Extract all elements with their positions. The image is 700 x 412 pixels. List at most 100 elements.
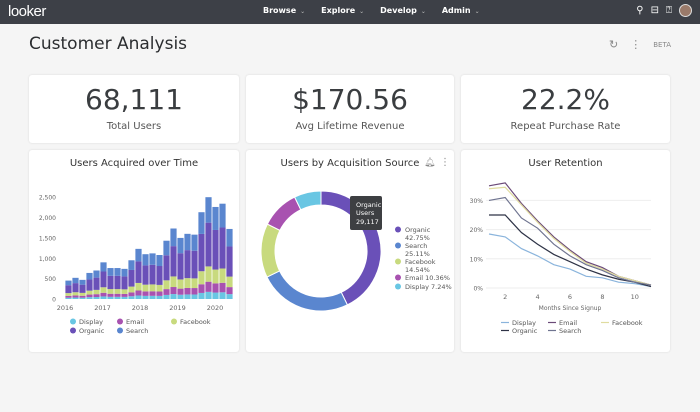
y-tick-label: 1,000	[39, 256, 56, 263]
refresh-icon[interactable]: ↻	[609, 38, 619, 51]
kpi-value: 68,111	[85, 83, 183, 116]
bar-segment-facebook	[79, 292, 86, 296]
bar-segment-email	[86, 294, 93, 298]
bar-segment-search	[156, 255, 163, 267]
legend-dot	[171, 318, 177, 325]
bar-segment-search	[226, 228, 233, 247]
kpi-label: Total Users	[106, 121, 162, 132]
bar-segment-organic	[177, 253, 184, 280]
x-tick-label: 2016	[57, 304, 74, 312]
bar-segment-organic	[135, 261, 142, 283]
kpi-repeat-purchase-rate: 22.2% Repeat Purchase Rate	[461, 75, 670, 143]
bar-segment-email	[219, 282, 226, 293]
more-vert-icon[interactable]: ⋮	[440, 157, 450, 168]
bar-segment-organic	[79, 284, 86, 293]
bar-segment-search	[198, 212, 205, 234]
legend-pct: 25.11%	[405, 250, 430, 258]
bar-segment-search	[121, 268, 128, 277]
bar-segment-email	[149, 291, 156, 296]
tooltip	[350, 196, 382, 230]
bar-segment-display	[135, 295, 142, 299]
y-tick-label: 0	[52, 297, 56, 304]
bar-segment-search	[184, 233, 191, 251]
legend-dot	[117, 318, 123, 325]
tile-title: Users Acquired over Time	[69, 158, 199, 169]
alert-bell-icon[interactable]: 🔔︎	[424, 158, 436, 168]
bar-segment-organic	[107, 275, 114, 290]
menu-admin[interactable]: Admin ⌄	[441, 6, 480, 15]
bar-segment-organic	[156, 266, 163, 285]
y-tick-label: 2,000	[39, 215, 56, 222]
chevron-down-icon: ⌄	[420, 8, 426, 15]
help-icon[interactable]: ⍰	[666, 5, 672, 16]
bar-segment-facebook	[198, 271, 205, 285]
bar-segment-email	[184, 287, 191, 295]
bar-segment-facebook	[65, 293, 72, 296]
tooltip-value: 29,117	[356, 218, 379, 226]
bar-segment-display	[79, 297, 86, 299]
bar-segment-email	[156, 291, 163, 296]
marketplace-icon[interactable]: ⊟	[650, 5, 659, 16]
bar-segment-display	[128, 296, 135, 299]
bar-segment-facebook	[184, 278, 191, 288]
page-title: Customer Analysis	[29, 34, 188, 54]
bar-segment-search	[79, 279, 86, 285]
more-vert-icon[interactable]: ⋮	[630, 38, 642, 51]
kpi-total-users: 68,111 Total Users	[29, 75, 239, 143]
bar-segment-facebook	[170, 276, 177, 288]
bar-segment-organic	[219, 227, 226, 269]
line-chart: 0% 10% 20% 30% 2 4 6 8 10 Months Since SignupDisp…	[470, 182, 652, 335]
bar-segment-search	[114, 268, 121, 276]
looker-logo[interactable]: looker	[8, 3, 46, 20]
bar-segment-display	[121, 296, 128, 299]
search-icon[interactable]: ⚲	[636, 5, 644, 16]
kpi-value: $170.56	[292, 83, 408, 116]
line-email	[488, 182, 652, 286]
beta-badge: BETA	[653, 40, 671, 49]
bar-segment-display	[170, 294, 177, 299]
bar-segment-facebook	[72, 292, 79, 296]
x-tick-label: 2017	[94, 304, 111, 312]
legend-dot	[395, 258, 401, 265]
bar-segment-search	[219, 203, 226, 228]
bar-segment-email	[79, 295, 86, 298]
bar-segment-display	[72, 297, 79, 299]
bar-segment-organic	[100, 271, 107, 288]
bar-segment-facebook	[156, 284, 163, 292]
bar-segment-organic	[93, 277, 100, 290]
donut-chart: OrganicUsers29,117Organic42.75%Search25.…	[260, 190, 452, 312]
bar-segment-email	[121, 293, 128, 297]
kpi-avg-lifetime-revenue: $170.56 Avg Lifetime Revenue	[246, 75, 454, 143]
legend-label: Search	[559, 327, 581, 335]
x-tick-label: 10	[631, 293, 639, 301]
bar-segment-facebook	[93, 289, 100, 295]
bar-segment-facebook	[142, 284, 149, 292]
legend-dot	[117, 327, 123, 334]
bar-segment-organic	[114, 275, 121, 290]
menu-browse[interactable]: Browse ⌄	[263, 6, 306, 15]
bar-segment-display	[86, 297, 93, 299]
legend-dot	[70, 318, 76, 325]
legend-label: Display	[79, 318, 103, 326]
legend-dot	[395, 242, 401, 249]
bar-segment-display	[212, 292, 219, 299]
legend-pct: 14.54%	[405, 266, 430, 274]
menu-explore[interactable]: Explore ⌄	[321, 6, 365, 15]
bar-segment-search	[100, 262, 107, 272]
top-nav: looker Browse ⌄ Explore ⌄ Develop ⌄ Admin ⌄ …	[0, 0, 700, 24]
legend-label: Email	[126, 318, 144, 326]
bar-segment-search	[72, 277, 79, 284]
bar-segment-facebook	[226, 276, 233, 288]
bar-segment-facebook	[121, 289, 128, 294]
bar-segment-email	[142, 291, 149, 296]
legend-label: Organic	[79, 327, 105, 335]
bar-segment-search	[135, 248, 142, 262]
y-tick-label: 1,500	[39, 235, 56, 242]
menu-develop[interactable]: Develop ⌄	[380, 6, 426, 15]
bar-segment-display	[107, 296, 114, 299]
bar-segment-search	[149, 253, 156, 265]
bar-segment-search	[177, 237, 184, 254]
bar-segment-facebook	[128, 286, 135, 293]
bar-segment-organic	[184, 250, 191, 279]
avatar[interactable]	[679, 4, 692, 17]
